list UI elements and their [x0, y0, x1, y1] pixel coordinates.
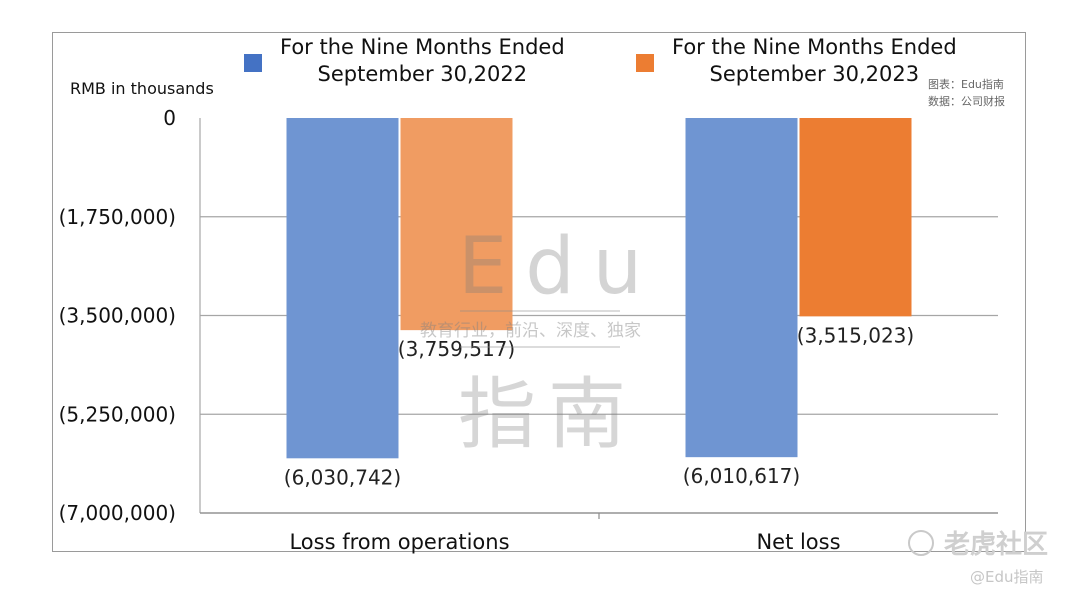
- bar-2023-1: [799, 118, 912, 317]
- source-data-credit: 数据：公司财报: [928, 95, 1005, 108]
- watermark-chinese: 指南: [458, 370, 639, 460]
- corner-brand: 老虎社区: [908, 524, 1048, 561]
- chart-source: 图表：Edu指南 数据：公司财报: [928, 76, 1005, 110]
- data-label: (3,759,517): [398, 337, 515, 361]
- legend-label-2023: For the Nine Months Ended September 30,2…: [672, 34, 957, 88]
- legend-swatch-2023: [636, 54, 654, 72]
- legend-swatch-2022: [244, 54, 262, 72]
- brand-logo-icon: [908, 529, 934, 556]
- y-tick-label: 0: [163, 106, 176, 130]
- y-tick-label: (1,750,000): [59, 205, 176, 229]
- legend-2022-line1: For the Nine Months Ended: [280, 35, 565, 59]
- y-tick-label: (3,500,000): [59, 304, 176, 328]
- legend-2022-line2: September 30,2022: [317, 62, 528, 86]
- watermark-line-bottom: [460, 346, 620, 348]
- y-tick-label: (5,250,000): [59, 402, 176, 426]
- watermark-line-top: [460, 310, 620, 312]
- corner-handle: @Edu指南: [970, 568, 1044, 586]
- y-axis-unit-label: RMB in thousands: [70, 79, 214, 98]
- x-category-label: Net loss: [756, 530, 840, 554]
- watermark-edu: Edu: [458, 222, 661, 312]
- x-category-label: Loss from operations: [289, 530, 509, 554]
- source-chart-credit: 图表：Edu指南: [928, 78, 1004, 91]
- y-tick-label: (7,000,000): [59, 501, 176, 525]
- bar-2022-1: [685, 118, 798, 458]
- data-label: (3,515,023): [797, 323, 914, 347]
- watermark-tagline: 教育行业，前沿、深度、独家: [420, 321, 641, 341]
- legend-item-2022: For the Nine Months Ended September 30,2…: [244, 34, 565, 88]
- legend-2023-line1: For the Nine Months Ended: [672, 35, 957, 59]
- bar-2023-0: [400, 118, 513, 331]
- legend-label-2022: For the Nine Months Ended September 30,2…: [280, 34, 565, 88]
- legend-2023-line2: September 30,2023: [709, 62, 920, 86]
- bar-2022-0: [286, 118, 399, 459]
- data-label: (6,010,617): [683, 464, 800, 488]
- data-label: (6,030,742): [284, 465, 401, 489]
- corner-brand-text: 老虎社区: [944, 530, 1049, 560]
- chart-frame: [52, 32, 1026, 552]
- legend-item-2023: For the Nine Months Ended September 30,2…: [636, 34, 957, 88]
